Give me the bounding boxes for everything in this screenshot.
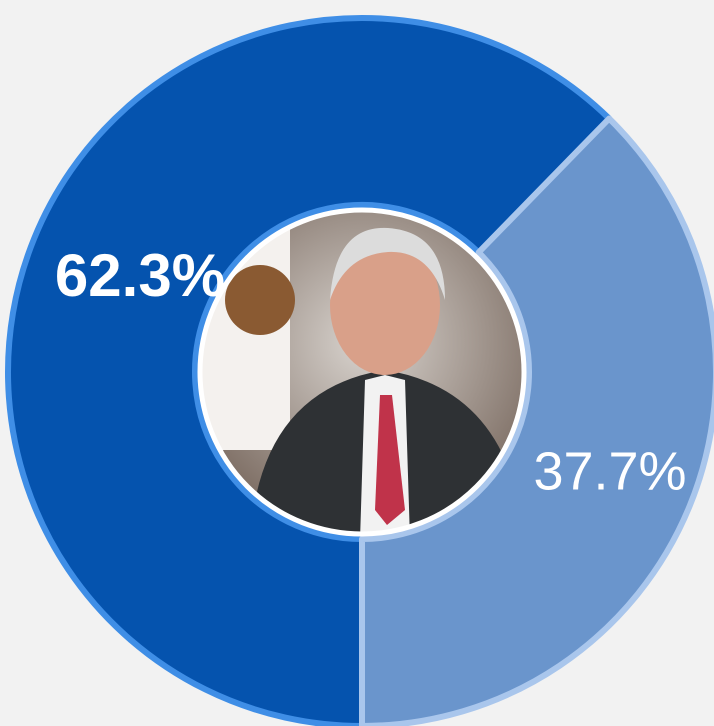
data-label: 37.7% — [533, 441, 686, 501]
data-label: 62.3% — [55, 242, 225, 309]
chart: 62.3% 37.7% — [0, 0, 714, 726]
